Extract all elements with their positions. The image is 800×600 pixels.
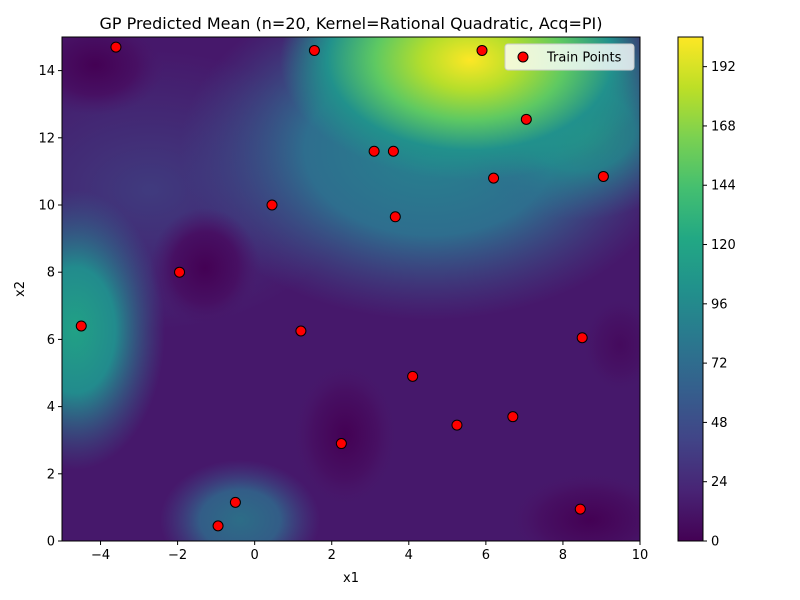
y-tick-label: 4 (47, 400, 55, 415)
colorbar-tick-label: 48 (711, 416, 728, 431)
train-point (229, 496, 241, 508)
y-tick-label: 14 (38, 64, 55, 79)
legend-label: Train Points (546, 51, 622, 66)
colorbar-gradient (677, 36, 704, 542)
y-tick-label: 6 (47, 333, 55, 348)
x-tick-label: 10 (632, 548, 649, 563)
x-tick-label: 8 (559, 548, 567, 563)
train-point (335, 438, 347, 450)
train-point (75, 320, 87, 332)
x-tick-label: 2 (328, 548, 336, 563)
x-tick-label: 0 (251, 548, 259, 563)
x-tick-label: −2 (168, 548, 187, 563)
train-point (266, 199, 278, 211)
train-point (295, 325, 307, 337)
train-point (212, 520, 224, 532)
train-points-series (75, 41, 609, 532)
train-point (507, 411, 519, 423)
train-point (597, 170, 609, 182)
colorbar-ticks: 0 24 48 72 96 120 144 168 192 (703, 60, 736, 550)
colorbar-tick-label: 72 (711, 357, 728, 372)
train-point (576, 332, 588, 344)
y-tick-label: 12 (38, 131, 55, 146)
y-axis-ticks: 0 2 4 6 8 10 12 14 (38, 64, 62, 550)
colorbar-tick-label: 120 (711, 238, 736, 253)
contour-surface (62, 37, 640, 541)
train-point (308, 44, 320, 56)
legend: Train Points (504, 43, 635, 71)
colorbar-tick-label: 192 (711, 60, 736, 75)
x-axis-label: x1 (343, 571, 359, 586)
colorbar-tick-label: 168 (711, 119, 736, 134)
colorbar-tick-label: 144 (711, 179, 736, 194)
train-point (110, 41, 122, 53)
x-tick-label: −4 (91, 548, 110, 563)
x-tick-label: 6 (482, 548, 490, 563)
legend-box (504, 43, 635, 71)
x-axis-ticks: −4 −2 0 2 4 6 8 10 (91, 541, 648, 563)
legend-marker (517, 51, 529, 63)
chart-title: GP Predicted Mean (n=20, Kernel=Rational… (100, 14, 603, 33)
train-point (451, 419, 463, 431)
colorbar: 0 24 48 72 96 120 144 168 192 (677, 36, 736, 550)
train-point (387, 145, 399, 157)
colorbar-tick-label: 96 (711, 297, 728, 312)
y-axis-label: x2 (13, 281, 28, 297)
y-tick-label: 2 (47, 467, 55, 482)
train-point (389, 211, 401, 223)
train-point (174, 266, 186, 278)
train-point (520, 113, 532, 125)
y-tick-label: 0 (47, 535, 55, 550)
colorbar-tick-label: 24 (711, 475, 728, 490)
train-point (488, 172, 500, 184)
y-tick-label: 10 (38, 199, 55, 214)
x-tick-label: 4 (405, 548, 413, 563)
train-point (476, 44, 488, 56)
plot-frame (61, 36, 641, 542)
train-point (407, 370, 419, 382)
colorbar-tick-label: 0 (711, 535, 719, 550)
train-point (574, 503, 586, 515)
train-point (368, 145, 380, 157)
y-tick-label: 8 (47, 266, 55, 281)
